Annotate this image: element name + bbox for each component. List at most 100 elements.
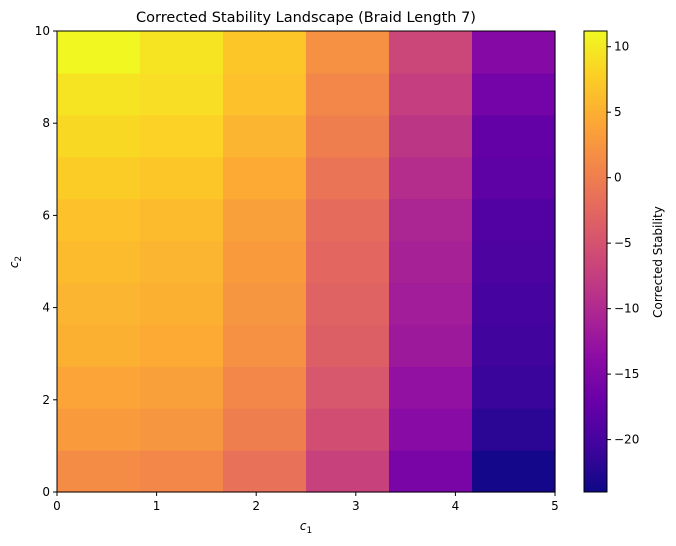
x-axis-label: c1 [300,519,312,536]
heatmap-cell [306,240,390,284]
heatmap-cell [472,156,556,200]
colorbar-tick-label: 5 [614,105,622,119]
x-axis-ticks: 0 1 2 3 4 5 [53,492,559,513]
y-tick-label: 4 [42,301,50,315]
heatmap-cell [472,450,556,493]
colorbar-ticks: 10 5 0 −5 −10 −15 −20 [607,40,639,447]
y-axis-ticks: 0 2 4 6 8 10 [35,24,57,499]
heatmap-cell [388,240,473,284]
heatmap-cell [57,282,141,325]
heatmap-cell [306,156,390,200]
colorbar-tick-label: −10 [614,302,639,316]
heatmap-cell [57,114,141,158]
heatmap-cell [306,282,390,325]
heatmap-cell [139,408,224,451]
y-axis-label-base: c [7,261,21,268]
heatmap-cell [388,31,473,74]
heatmap-cell [139,156,224,200]
heatmap-cell [223,324,307,367]
heatmap-cell [388,366,473,409]
heatmap-cell [223,366,307,409]
heatmap-cell [306,114,390,158]
heatmap-cell [306,72,390,116]
colorbar-tick-label: 10 [614,40,629,54]
heatmap-cell [139,324,224,367]
y-axis-label-subscript: 2 [14,256,24,262]
x-tick-label: 0 [53,499,61,513]
x-axis-label-base: c [300,519,307,533]
heatmap-cell [139,282,224,325]
heatmap-cell [223,408,307,451]
colorbar-label: Corrected Stability [651,206,665,318]
heatmap-cell [223,282,307,325]
heatmap-cell [223,450,307,493]
heatmap-cells [57,31,556,493]
heatmap-cell [472,72,556,116]
x-axis-label-subscript: 1 [306,526,312,536]
colorbar-tick-label: 0 [614,171,622,185]
x-tick-label: 3 [352,499,360,513]
heatmap-cell [388,282,473,325]
heatmap-cell [306,366,390,409]
heatmap-cell [57,408,141,451]
heatmap-cell [57,31,141,74]
y-tick-label: 8 [42,116,50,130]
heatmap-cell [223,198,307,242]
colorbar-tick-label: −20 [614,433,639,447]
heatmap-cell [472,114,556,158]
heatmap-cell [139,240,224,284]
heatmap-cell [57,198,141,242]
heatmap-cell [306,198,390,242]
heatmap-cell [306,31,390,74]
heatmap-cell [472,408,556,451]
heatmap-cell [139,114,224,158]
heatmap-cell [472,198,556,242]
heatmap-cell [306,408,390,451]
heatmap-cell [139,31,224,74]
x-tick-label: 4 [452,499,460,513]
y-axis-label: c2 [7,256,24,268]
heatmap-cell [223,114,307,158]
x-tick-label: 1 [153,499,161,513]
heatmap-cell [388,198,473,242]
heatmap-cell [388,156,473,200]
heatmap-cell [139,72,224,116]
heatmap-cell [388,450,473,493]
heatmap-cell [223,72,307,116]
heatmap-cell [223,31,307,74]
heatmap-cell [306,450,390,493]
heatmap-cell [388,408,473,451]
heatmap-cell [139,198,224,242]
plot-frame [56,30,556,493]
x-tick-label: 2 [252,499,260,513]
heatmap-cell [139,450,224,493]
heatmap-cell [223,156,307,200]
heatmap-cell [472,366,556,409]
heatmap-cell [388,324,473,367]
heatmap-cell [472,324,556,367]
heatmap-cell [388,114,473,158]
colorbar-tick-label: −5 [614,236,632,250]
heatmap-cell [388,72,473,116]
heatmap-cell [57,156,141,200]
heatmap-cell [57,366,141,409]
heatmap-cell [223,240,307,284]
colorbar-tick-label: −15 [614,367,639,381]
heatmap-cell [57,240,141,284]
y-tick-label: 2 [42,393,50,407]
heatmap-cell [139,366,224,409]
heatmap-cell [57,72,141,116]
heatmap-cell [306,324,390,367]
y-tick-label: 6 [42,208,50,222]
heatmap-cell [57,324,141,367]
y-tick-label: 0 [42,485,50,499]
heatmap-cell [472,240,556,284]
y-tick-label: 10 [35,24,50,38]
colorbar [583,30,608,493]
heatmap-cell [472,31,556,74]
heatmap-cell [472,282,556,325]
x-tick-label: 5 [551,499,559,513]
chart-title: Corrected Stability Landscape (Braid Len… [136,10,476,26]
heatmap-cell [57,450,141,493]
